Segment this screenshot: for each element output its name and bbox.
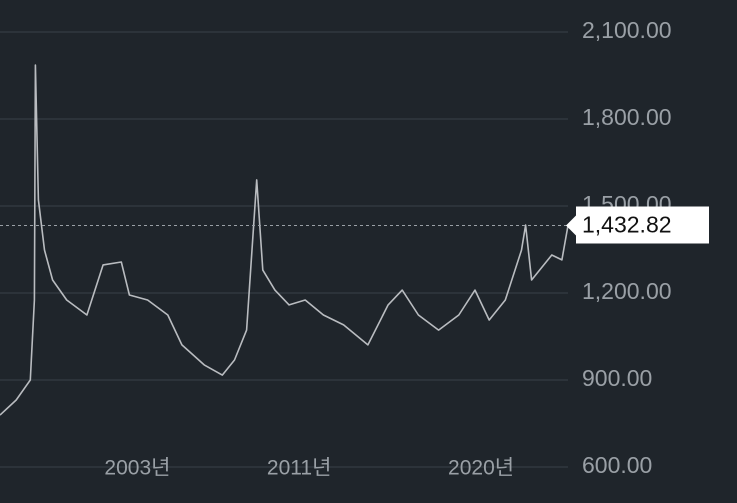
y-tick-label: 2,100.00 — [582, 17, 672, 43]
y-tick-label: 1,800.00 — [582, 104, 672, 130]
x-tick-label: 2011년 — [267, 457, 331, 480]
x-tick-label: 2020년 — [448, 457, 514, 480]
y-tick-label: 900.00 — [582, 365, 652, 391]
last-value-box — [566, 206, 709, 244]
y-tick-label: 600.00 — [582, 452, 652, 478]
last-value-label: 1,432.82 — [582, 212, 672, 238]
y-tick-label: 1,200.00 — [582, 278, 672, 304]
x-tick-label: 2003년 — [104, 457, 170, 480]
